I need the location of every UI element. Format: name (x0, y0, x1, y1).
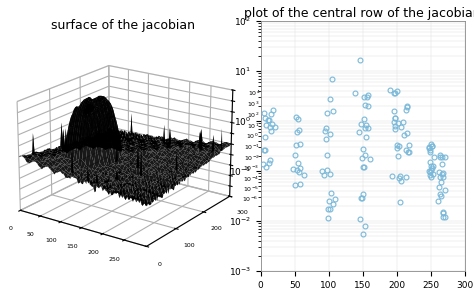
Title: surface of the jacobian: surface of the jacobian (51, 20, 195, 33)
Title: plot of the central row of the jacobian: plot of the central row of the jacobian (244, 7, 474, 20)
